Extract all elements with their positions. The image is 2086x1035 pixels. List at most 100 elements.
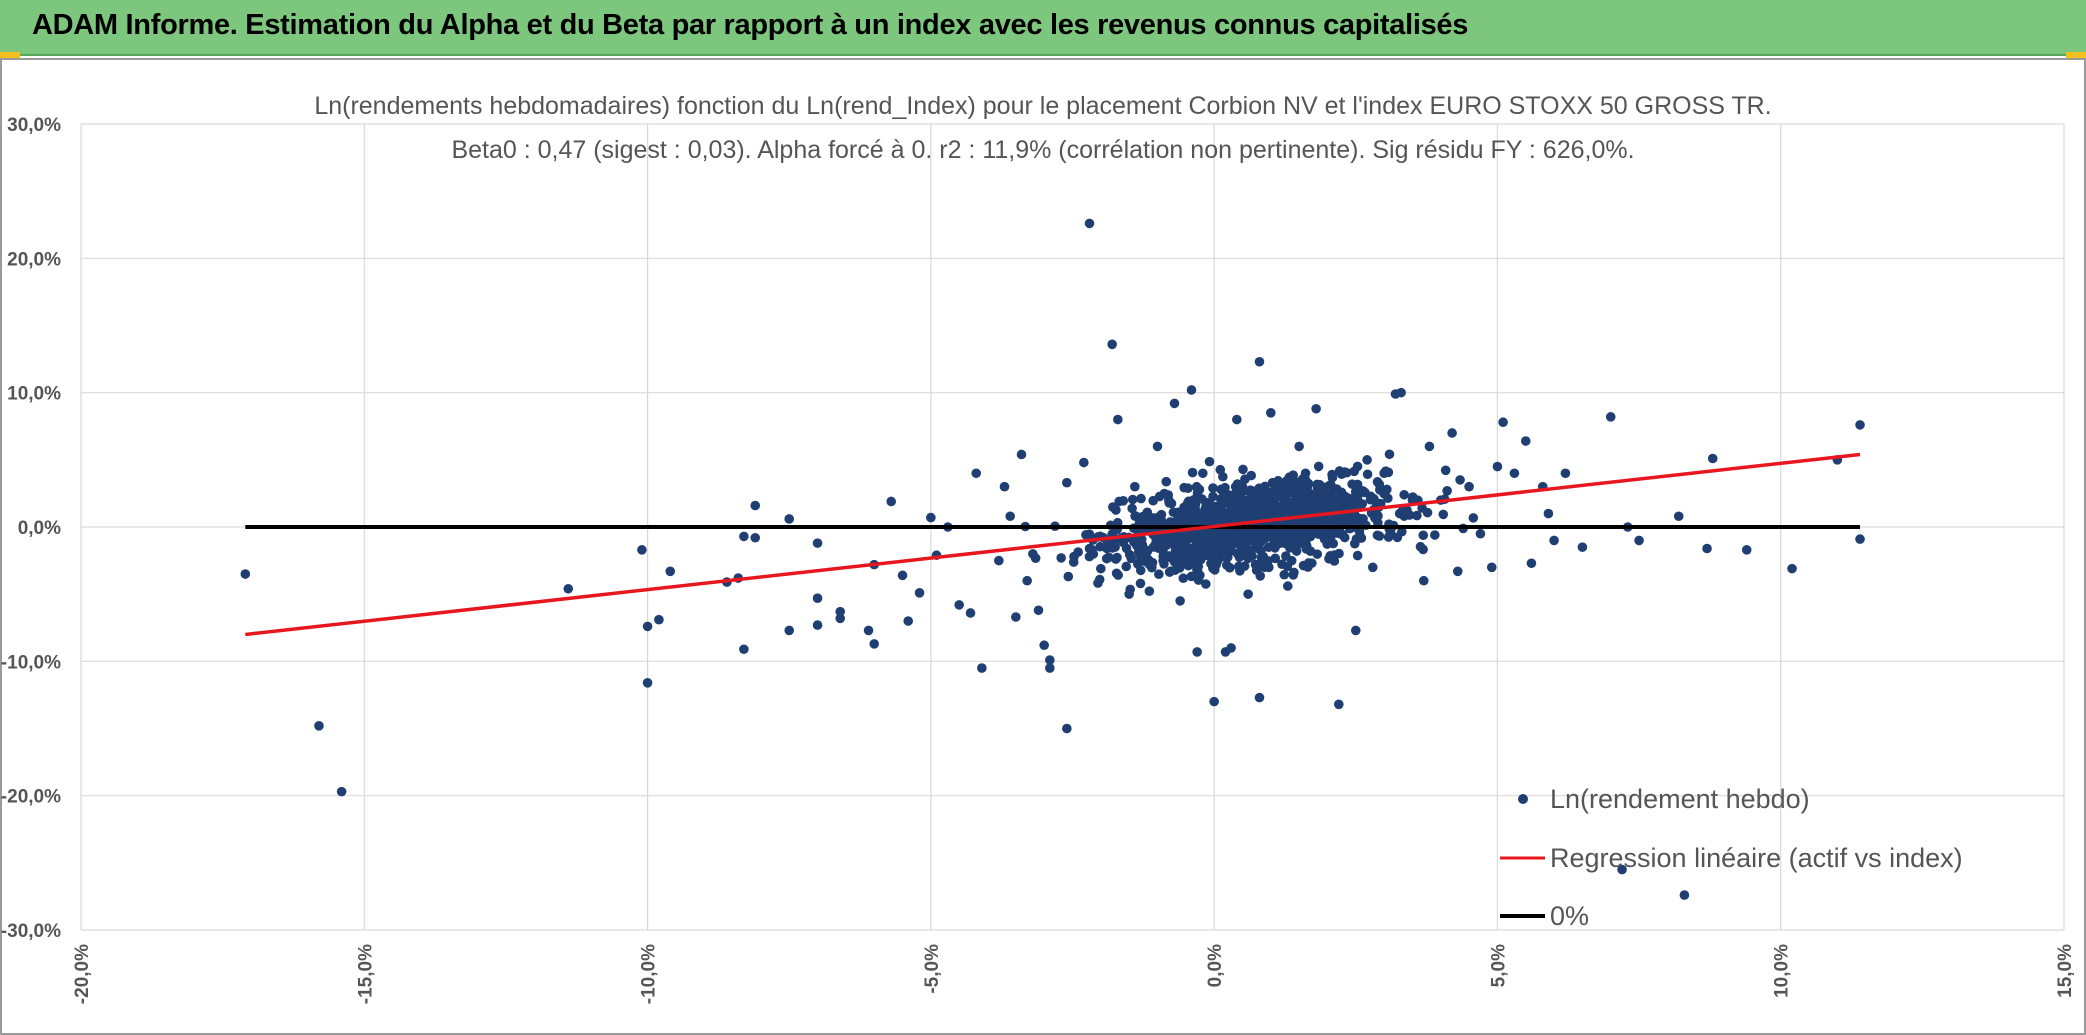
cluster-point: [1380, 486, 1391, 496]
y-tick-label: 10,0%: [7, 384, 61, 405]
data-point: [1022, 575, 1032, 586]
data-point: [1033, 605, 1044, 616]
data-point: [1702, 543, 1712, 554]
cluster-point: [1315, 480, 1325, 491]
data-point: [1379, 468, 1389, 479]
cluster-point: [1155, 542, 1166, 553]
data-point: [914, 588, 925, 598]
cluster-point: [1307, 558, 1317, 568]
x-tick-label: -15,0%: [355, 944, 376, 1004]
data-point: [897, 570, 908, 581]
cluster-point: [1362, 469, 1373, 480]
cluster-point: [1328, 494, 1339, 505]
cluster-point: [1171, 542, 1182, 553]
cluster-point: [1265, 501, 1275, 512]
cluster-point: [1183, 483, 1193, 493]
cluster-point: [1208, 513, 1219, 524]
y-tick-label: -20,0%: [1, 787, 61, 808]
data-point: [1634, 535, 1644, 546]
data-point: [1209, 696, 1219, 707]
data-point: [971, 468, 981, 479]
data-point: [1198, 468, 1208, 479]
cluster-point: [1208, 491, 1218, 502]
data-point: [1520, 436, 1531, 446]
cluster-point: [1154, 569, 1164, 580]
cluster-point: [1331, 503, 1342, 513]
cluster-point: [1215, 494, 1226, 504]
data-point: [1617, 864, 1627, 875]
cluster-point: [1309, 499, 1320, 510]
x-axis-ticks: -20,0% -15,0% -10,0% -5,0% 0,0% 5,0% 10,0% 15,0…: [72, 944, 2076, 1004]
legend: Ln(rendement hebdo) Regression linéaire …: [1500, 784, 1963, 931]
data-point: [1107, 339, 1117, 350]
cluster-point: [1161, 476, 1172, 487]
data-point: [1045, 663, 1055, 673]
data-point: [1447, 428, 1457, 438]
x-tick-label: -10,0%: [639, 944, 660, 1004]
cluster-point: [1417, 503, 1427, 513]
y-tick-label: 30,0%: [7, 115, 61, 136]
legend-marker-points: [1518, 794, 1528, 804]
cluster-point: [1208, 483, 1218, 493]
corner-marker-right: [2066, 52, 2086, 60]
data-point: [1039, 640, 1049, 651]
report-title: ADAM Informe. Estimation du Alpha et du …: [32, 9, 1469, 41]
data-point: [665, 566, 676, 577]
cluster-point: [1358, 513, 1368, 524]
data-point: [886, 496, 896, 507]
cluster-point: [1206, 539, 1217, 549]
cluster-point: [1301, 487, 1312, 497]
data-point: [1605, 412, 1616, 422]
data-point: [654, 614, 664, 625]
data-point: [1158, 555, 1168, 566]
cluster-point: [1144, 586, 1155, 597]
data-point: [1135, 578, 1146, 589]
data-point: [1254, 356, 1265, 367]
cluster-point: [1180, 536, 1191, 547]
cluster-point: [1190, 544, 1201, 555]
data-point: [1305, 546, 1316, 556]
data-point: [1152, 441, 1163, 452]
data-point: [1084, 218, 1095, 229]
cluster-point: [1468, 513, 1479, 523]
data-point: [1322, 481, 1333, 492]
cluster-point: [1191, 481, 1202, 492]
data-point: [1028, 549, 1038, 559]
data-point: [1464, 481, 1474, 492]
cluster-point: [1225, 528, 1236, 538]
data-point: [1226, 643, 1236, 653]
cluster-point: [1401, 507, 1411, 518]
y-tick-label: -30,0%: [1, 921, 61, 942]
cluster-point: [1418, 544, 1428, 555]
cluster-point: [1209, 565, 1220, 575]
cluster-point: [1233, 561, 1244, 572]
data-point: [869, 639, 879, 649]
cluster-point: [1225, 535, 1236, 546]
data-point: [1016, 449, 1027, 460]
data-point: [1266, 408, 1276, 418]
cluster-point: [1198, 547, 1208, 558]
data-point: [1509, 468, 1520, 479]
data-point: [336, 786, 347, 797]
x-tick-label: 0,0%: [1205, 944, 1226, 987]
data-point: [1418, 575, 1429, 586]
data-point: [1492, 461, 1503, 472]
data-point: [1577, 542, 1588, 552]
data-point: [750, 532, 761, 543]
cluster-point: [1412, 510, 1422, 521]
cluster-point: [1399, 489, 1409, 500]
cluster-point: [1182, 498, 1193, 509]
cluster-point: [1279, 569, 1290, 580]
data-point: [1164, 495, 1174, 505]
data-point: [1062, 723, 1072, 734]
cluster-point: [1317, 489, 1327, 500]
data-point: [1130, 481, 1140, 492]
cluster-point: [1300, 468, 1311, 479]
data-point: [812, 620, 823, 630]
cluster-point: [1336, 517, 1346, 527]
cluster-point: [1455, 475, 1465, 485]
cluster-point: [1290, 486, 1301, 497]
cluster-point: [1257, 490, 1268, 501]
cluster-point: [1383, 532, 1394, 542]
cluster-point: [1282, 475, 1292, 486]
